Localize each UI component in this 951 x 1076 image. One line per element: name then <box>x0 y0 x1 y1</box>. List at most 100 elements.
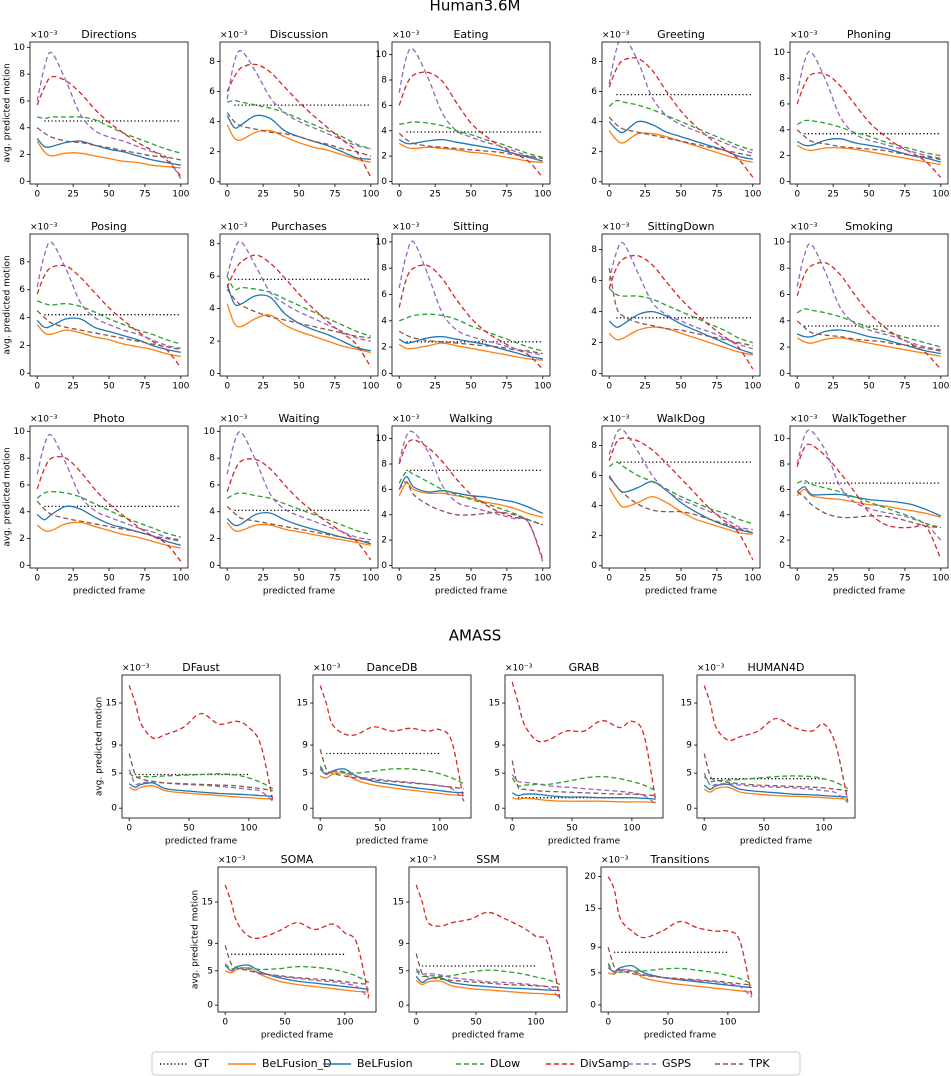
offset-text: ×10⁻³ <box>218 856 246 866</box>
series-line <box>512 797 656 804</box>
y-tick-label: 6 <box>19 96 25 106</box>
y-axis-label: avg. predicted motion <box>3 63 13 162</box>
series-line <box>36 324 181 358</box>
x-axis-label: predicted frame <box>452 1031 525 1041</box>
y-tick-label: 5 <box>590 968 596 978</box>
chart-title: GRAB <box>569 661 600 674</box>
series-line <box>36 264 182 369</box>
series-line <box>796 479 941 529</box>
series-line <box>224 967 369 993</box>
series-line <box>608 475 753 534</box>
x-tick-label: 100 <box>932 190 949 200</box>
y-tick-label: 15 <box>106 699 117 709</box>
series-line <box>796 320 941 352</box>
y-tick-label: 2 <box>779 151 785 161</box>
y-tick-label: 6 <box>779 290 785 300</box>
y-tick-label: 6 <box>209 480 215 490</box>
series-line <box>796 144 941 166</box>
x-tick-label: 0 <box>794 574 800 584</box>
x-tick-label: 25 <box>429 382 440 392</box>
x-tick-label: 25 <box>827 574 838 584</box>
y-tick-label: 2 <box>19 534 25 544</box>
y-tick-label: 5 <box>398 966 404 976</box>
series-line <box>36 75 182 177</box>
x-tick-label: 75 <box>711 190 722 200</box>
series-line <box>36 241 181 349</box>
y-tick-label: 10 <box>204 427 216 437</box>
y-tick-label: 10 <box>774 434 786 444</box>
offset-text: ×10⁻³ <box>790 223 818 233</box>
x-tick-label: 100 <box>744 574 761 584</box>
series-line <box>226 492 371 536</box>
y-tick-label: 5 <box>207 966 213 976</box>
series-line <box>319 768 464 794</box>
series-line <box>398 476 544 515</box>
series-line <box>415 953 560 988</box>
x-tick-label: 75 <box>711 382 722 392</box>
offset-text: ×10⁻³ <box>30 223 58 233</box>
x-tick-label: 75 <box>711 574 722 584</box>
series-line <box>224 945 369 986</box>
y-tick-label: 4 <box>591 307 597 317</box>
y-tick-label: 0 <box>398 1001 404 1011</box>
x-tick-label: 50 <box>183 824 195 834</box>
chart-title: WalkTogether <box>832 412 907 425</box>
y-tick-label: 0 <box>779 369 785 379</box>
y-tick-label: 9 <box>207 939 213 949</box>
series-line <box>398 142 543 164</box>
chart-title: SOMA <box>281 853 314 866</box>
y-tick-label: 4 <box>591 117 597 127</box>
chart-title: SittingDown <box>648 220 715 233</box>
y-tick-label: 9 <box>111 741 117 751</box>
offset-text: ×10⁻³ <box>220 31 248 41</box>
offset-text: ×10⁻³ <box>392 415 420 425</box>
y-tick-label: 8 <box>209 239 215 249</box>
y-tick-label: 8 <box>19 257 25 267</box>
x-tick-label: 25 <box>639 190 650 200</box>
x-tick-label: 25 <box>429 190 440 200</box>
series-line <box>511 792 656 800</box>
x-tick-label: 100 <box>362 574 379 584</box>
x-tick-label: 75 <box>899 382 910 392</box>
series-line <box>796 429 942 541</box>
chart-title: Waiting <box>278 412 319 425</box>
x-tick-label: 25 <box>827 382 838 392</box>
x-tick-label: 100 <box>744 382 761 392</box>
series-line <box>415 975 560 992</box>
x-tick-label: 75 <box>139 190 150 200</box>
series-line <box>319 772 464 797</box>
x-tick-label: 0 <box>794 382 800 392</box>
series-line <box>608 310 754 355</box>
offset-text: ×10⁻³ <box>697 664 725 674</box>
y-tick-label: 4 <box>381 316 387 326</box>
y-tick-label: 2 <box>591 147 597 157</box>
y-tick-label: 8 <box>381 264 387 274</box>
plot-frame <box>217 866 377 1013</box>
y-tick-label: 8 <box>209 57 215 67</box>
series-line <box>796 243 941 351</box>
plot-frame <box>601 425 761 569</box>
y-tick-label: 15 <box>489 699 500 709</box>
chart-title: Directions <box>81 28 137 41</box>
x-tick-label: 0 <box>701 824 707 834</box>
chart-title: DFaust <box>182 661 220 674</box>
x-tick-label: 0 <box>606 190 612 200</box>
y-tick-label: 2 <box>381 343 387 353</box>
legend-label: DivSamp <box>580 1057 629 1070</box>
series-line <box>398 330 543 355</box>
y-tick-label: 4 <box>381 510 387 520</box>
series-line <box>36 521 181 549</box>
x-tick-label: 75 <box>329 190 340 200</box>
y-tick-label: 8 <box>209 454 215 464</box>
y-tick-label: 5 <box>494 769 500 779</box>
y-tick-label: 5 <box>302 769 308 779</box>
y-tick-label: 6 <box>209 272 215 282</box>
x-tick-label: 50 <box>566 824 578 834</box>
x-tick-label: 50 <box>465 190 477 200</box>
y-tick-label: 0 <box>209 561 215 571</box>
y-tick-label: 10 <box>774 48 786 58</box>
y-tick-label: 6 <box>381 485 387 495</box>
x-tick-label: 0 <box>224 190 230 200</box>
x-tick-label: 0 <box>224 574 230 584</box>
y-tick-label: 0 <box>302 804 308 814</box>
